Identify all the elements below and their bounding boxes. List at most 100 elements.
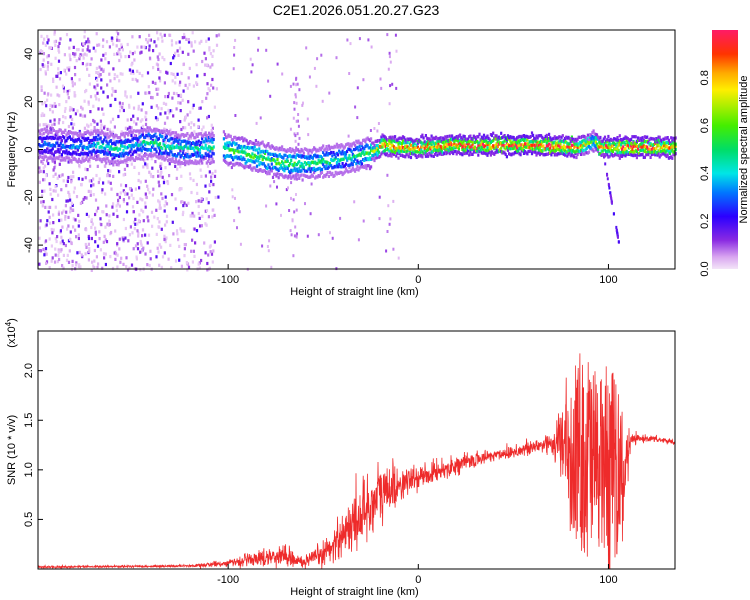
- spectrogram-cell: [45, 252, 48, 256]
- spectrogram-ridge-cell: [67, 135, 70, 140]
- spectrogram-cell: [89, 62, 92, 67]
- spectrogram-ridge-cell: [635, 156, 638, 160]
- spectrogram-cell: [208, 88, 211, 93]
- spectrogram-ridge-cell: [413, 148, 416, 152]
- spectrogram-ridge-cell: [138, 153, 141, 157]
- spectrogram-ridge-cell: [589, 140, 592, 144]
- spectrogram-ridge-cell: [303, 169, 306, 173]
- spectrogram-cell: [49, 192, 52, 196]
- spectrogram-cell: [55, 85, 58, 89]
- spectrogram-ridge-cell: [290, 150, 293, 154]
- spectrogram-ridge-cell: [253, 144, 256, 148]
- spectrogram-cell: [378, 195, 381, 199]
- spectrogram-ridge-cell: [155, 135, 158, 139]
- spectrogram-ridge-cell: [48, 142, 51, 146]
- spectrogram-ridge-cell: [602, 148, 605, 152]
- spectrogram-ridge-cell: [325, 164, 328, 168]
- spectrogram-ridge-cell: [251, 152, 254, 156]
- spectrogram-ridge-cell: [161, 135, 164, 139]
- spectrogram-cell: [183, 35, 186, 39]
- spectrogram-ridge-cell: [558, 140, 561, 144]
- colorbar-tick-label: 0.8: [699, 70, 711, 85]
- spectrogram-ridge-cell: [212, 137, 215, 142]
- spectrogram-ridge-cell: [128, 144, 131, 148]
- spectrogram-ridge-cell: [641, 142, 644, 146]
- spectrogram-ridge-cell: [446, 134, 449, 139]
- spectrogram-cell: [183, 201, 186, 205]
- spectrogram-cell: [115, 204, 118, 208]
- spectrogram-ridge-cell: [185, 145, 188, 149]
- spectrogram-cell: [610, 195, 612, 199]
- spectrogram-cell: [105, 204, 108, 208]
- spectrogram-cell: [40, 113, 43, 118]
- spectrogram-ridge-cell: [302, 165, 305, 169]
- spectrogram-cell: [347, 134, 350, 138]
- spectrogram-cell: [70, 241, 73, 246]
- spectrogram-ridge-cell: [373, 150, 376, 154]
- spectrogram-cell: [378, 217, 381, 221]
- spectrogram-cell: [158, 263, 161, 267]
- spectrogram-ridge-cell: [235, 155, 238, 159]
- spectrogram-ridge-cell: [351, 142, 354, 146]
- spectrogram-ridge-cell: [41, 144, 44, 148]
- spectrogram-ridge-cell: [150, 145, 154, 149]
- spectrogram-ridge-cell: [91, 144, 94, 148]
- spectrogram-ridge-cell: [423, 146, 426, 150]
- spectrogram-ridge-cell: [414, 146, 417, 150]
- spectrogram-cell: [124, 55, 127, 59]
- spectrogram-cell: [604, 162, 607, 166]
- spectrogram-cell: [128, 146, 131, 151]
- spectrogram-ridge-cell: [485, 135, 488, 139]
- spectrogram-cell: [78, 129, 81, 134]
- spectrogram-cell: [116, 253, 119, 257]
- spectrogram-ridge-cell: [90, 154, 93, 158]
- spectrogram-cell: [142, 210, 145, 214]
- spectrogram-ridge-cell: [209, 135, 212, 139]
- spectrogram-ridge-cell: [67, 150, 70, 154]
- spectrogram-ridge-cell: [325, 151, 328, 155]
- spectrogram-ridge-cell: [671, 148, 674, 152]
- spectrogram-ridge-cell: [370, 165, 373, 169]
- spectrogram-ridge-cell: [660, 149, 664, 154]
- spectrogram-ridge-cell: [284, 153, 287, 157]
- spectrogram-ridge-cell: [172, 159, 175, 164]
- spectrogram-ridge-cell: [279, 164, 283, 168]
- spectrogram-cell: [192, 49, 195, 53]
- spectrogram-cell: [128, 103, 131, 107]
- spectrogram-ridge-cell: [108, 147, 111, 151]
- spectrogram-cell: [118, 237, 121, 241]
- spectrogram-cell: [67, 68, 71, 72]
- spectrogram-ridge-cell: [55, 141, 58, 145]
- spectrogram-cell: [154, 81, 157, 85]
- spectrogram-ridge-cell: [452, 137, 455, 141]
- spectrogram-ridge-cell: [181, 161, 184, 165]
- spectrogram-cell: [117, 142, 120, 146]
- spectrogram-ridge-cell: [422, 136, 425, 140]
- spectrogram-cell: [199, 162, 202, 166]
- spectrogram-cell: [174, 259, 178, 263]
- spectrogram-ridge-cell: [524, 142, 527, 146]
- spectrogram-ridge-cell: [671, 156, 674, 160]
- spectrogram-ridge-cell: [404, 155, 407, 159]
- spectrogram-cell: [126, 164, 129, 168]
- spectrogram-ridge-cell: [100, 149, 103, 153]
- spectrogram-cell: [199, 168, 202, 172]
- spectrogram-cell: [294, 139, 297, 143]
- spectrogram-cell: [102, 181, 105, 185]
- spectrogram-cell: [72, 217, 75, 221]
- spectrogram-ridge-cell: [66, 145, 69, 149]
- spectrogram-ridge-cell: [354, 169, 357, 173]
- spectrogram-ridge-cell: [325, 145, 328, 149]
- spectrogram-ridge-cell: [579, 143, 583, 147]
- spectrogram-ridge-cell: [129, 149, 132, 154]
- spectrogram-ridge-cell: [473, 149, 476, 153]
- spectrogram-cell: [70, 122, 73, 126]
- spectrogram-ridge-cell: [338, 162, 341, 166]
- spectrogram-cell: [130, 117, 133, 122]
- spectrogram-ridge-cell: [589, 133, 592, 137]
- spectrogram-cell: [177, 142, 180, 146]
- spectrogram-ridge-cell: [139, 129, 142, 133]
- spectrogram-ridge-cell: [259, 142, 262, 146]
- spectrogram-cell: [180, 187, 183, 191]
- spectrogram-ridge-cell: [205, 146, 208, 150]
